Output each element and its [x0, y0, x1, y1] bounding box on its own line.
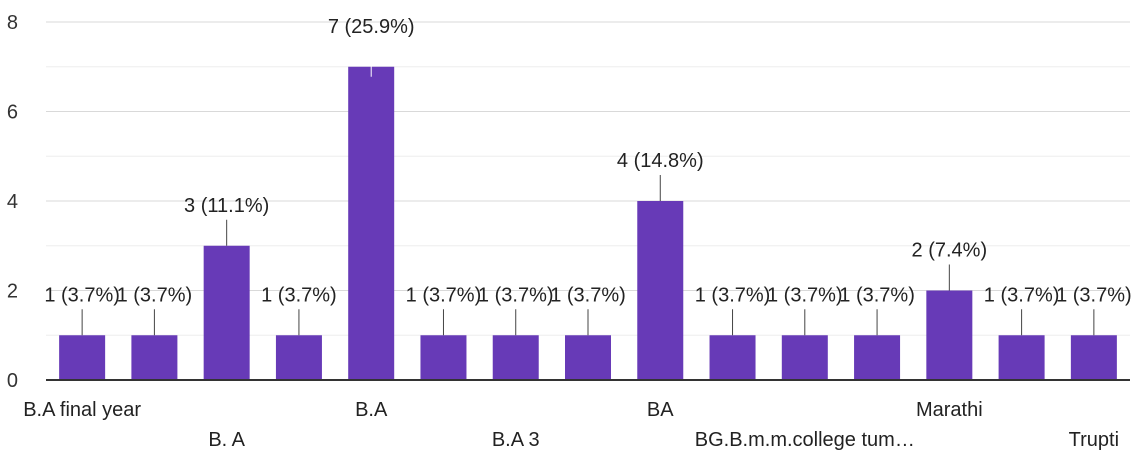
data-label: 1 (3.7%) — [695, 284, 771, 306]
y-tick-label: 0 — [7, 370, 18, 392]
bar — [420, 335, 467, 380]
bar — [998, 335, 1045, 380]
bar — [854, 335, 901, 380]
y-tick-label: 4 — [7, 191, 18, 213]
data-label: 4 (14.8%) — [617, 150, 704, 172]
data-label: 1 (3.7%) — [117, 284, 193, 306]
category-label: BG.B.m.m.college tum… — [695, 429, 915, 450]
y-axis-ticks: 0 2 4 6 8 — [7, 12, 18, 392]
bar — [203, 245, 250, 380]
y-tick-label: 2 — [7, 281, 18, 303]
bar — [59, 335, 106, 380]
bars — [59, 66, 1117, 380]
category-label: B.A final year — [23, 399, 141, 421]
bar — [348, 66, 395, 380]
category-label: Trupti — [1069, 429, 1119, 450]
data-label: 1 (3.7%) — [550, 284, 626, 306]
bar — [275, 335, 322, 380]
label-leader-lines — [81, 40, 1095, 336]
data-label: 1 (3.7%) — [1056, 284, 1132, 306]
bar — [1070, 335, 1117, 380]
bar — [709, 335, 756, 380]
category-label: BA — [647, 399, 674, 421]
data-labels: 1 (3.7%)1 (3.7%)3 (11.1%)1 (3.7%)7 (25.9… — [44, 16, 1131, 307]
y-tick-label: 8 — [7, 12, 18, 34]
bar — [926, 290, 973, 380]
category-label: Marathi — [916, 399, 983, 421]
category-label: B.A 3 — [492, 429, 540, 450]
data-label: 3 (11.1%) — [184, 195, 269, 217]
bar — [131, 335, 178, 380]
bar — [781, 335, 828, 380]
data-label: 7 (25.9%) — [328, 16, 415, 38]
data-label: 1 (3.7%) — [261, 284, 337, 306]
data-label: 1 (3.7%) — [839, 284, 915, 306]
category-label: B. A — [208, 429, 245, 450]
data-label: 1 (3.7%) — [984, 284, 1060, 306]
bar — [565, 335, 611, 380]
bar — [637, 201, 684, 380]
data-label: 1 (3.7%) — [406, 284, 482, 306]
data-label: 2 (7.4%) — [912, 240, 988, 262]
data-label: 1 (3.7%) — [44, 284, 120, 306]
bar — [492, 335, 539, 380]
category-label: B.A — [355, 399, 388, 421]
data-label: 1 (3.7%) — [478, 284, 554, 306]
x-axis-labels: B.A final year B. A B.A B.A 3 BA BG.B.m.m.col… — [23, 399, 1119, 450]
y-tick-label: 6 — [7, 102, 18, 124]
data-label: 1 (3.7%) — [767, 284, 843, 306]
